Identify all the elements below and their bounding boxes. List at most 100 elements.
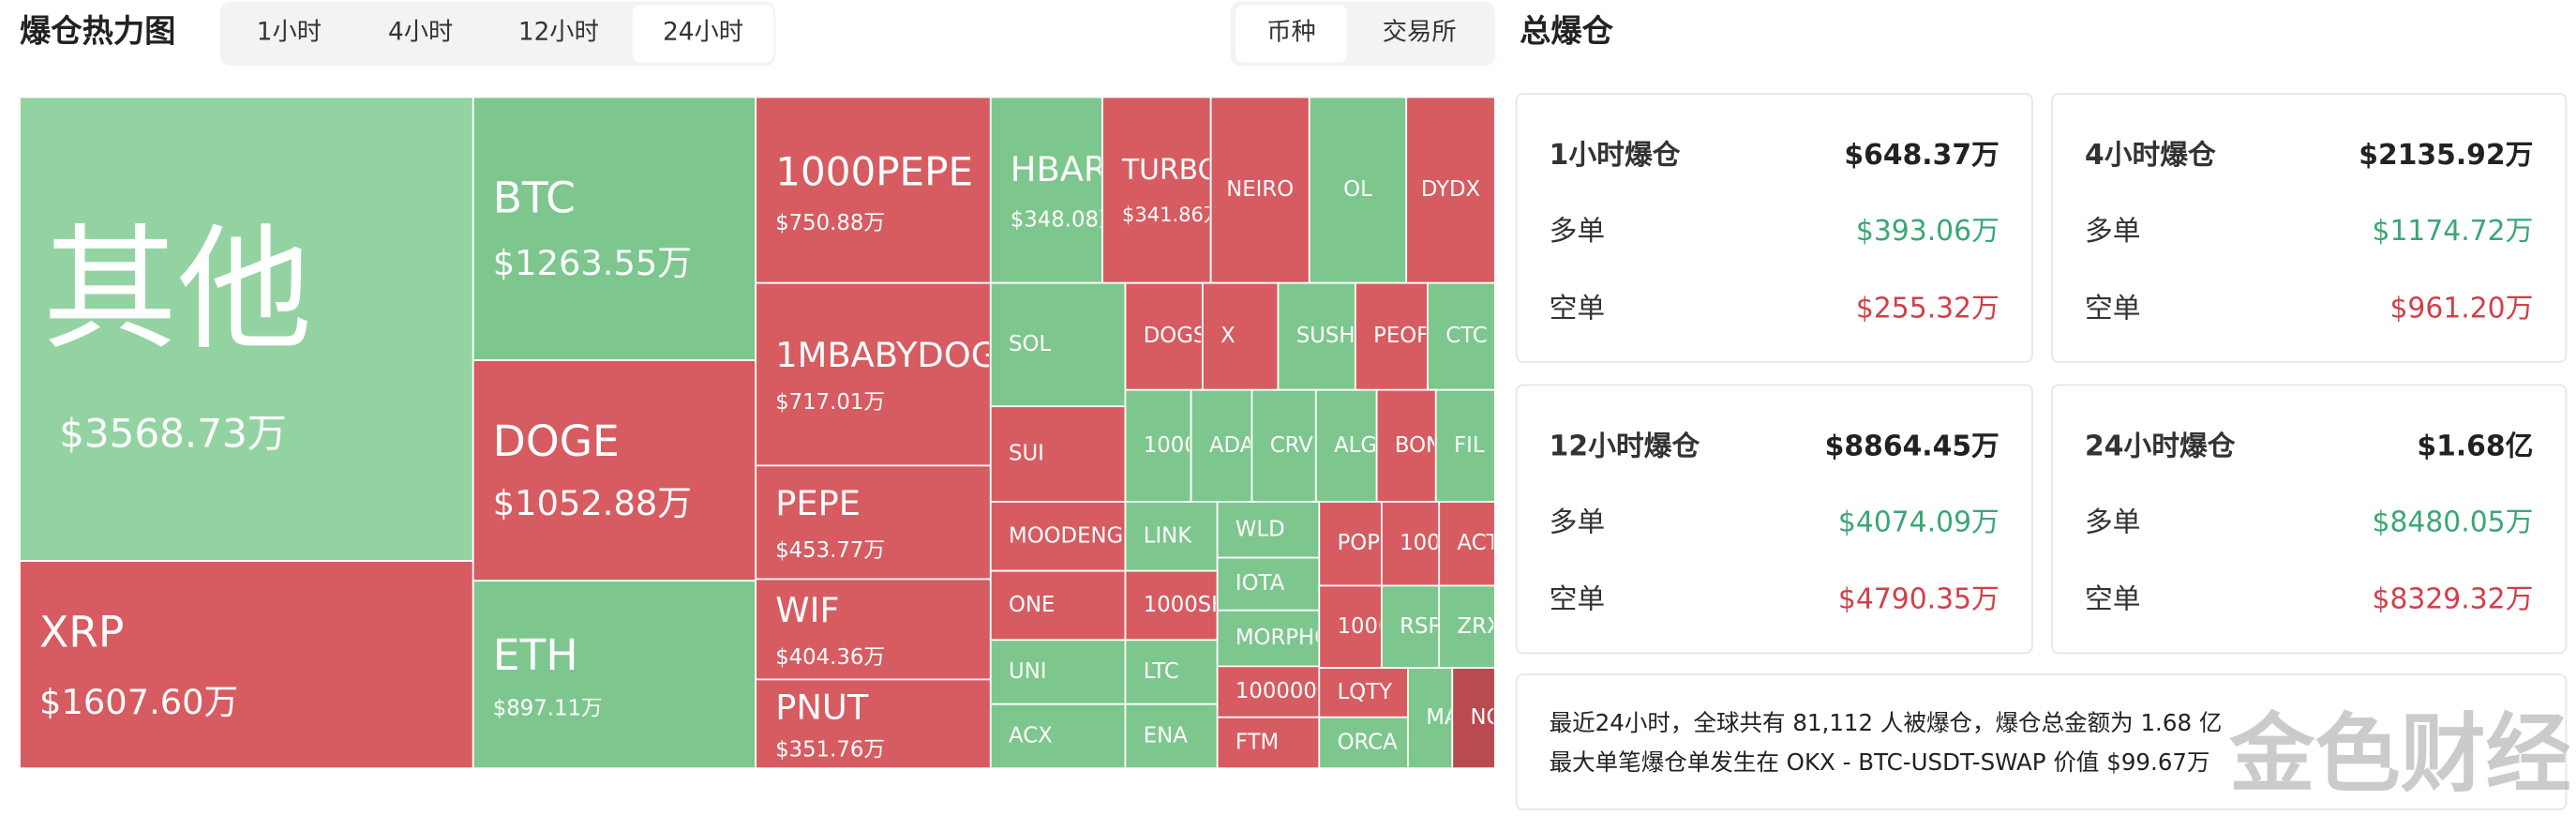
tile-label: ACX: [1009, 723, 1053, 748]
tile[interactable]: CTC: [1427, 281, 1496, 391]
watermark: 金色财经: [2228, 703, 2570, 804]
time-tab[interactable]: 1小时: [257, 19, 322, 47]
tile[interactable]: ZRX: [1438, 584, 1501, 670]
time-tab[interactable]: 12小时: [518, 19, 599, 47]
tile[interactable]: PNUT $351.76万: [755, 678, 992, 770]
short-label: 空单: [1550, 583, 1606, 616]
group-tab[interactable]: 交易所: [1383, 19, 1457, 47]
tile-bg: [472, 359, 757, 582]
tile[interactable]: 1MBABYDOGE $717.01万: [755, 281, 1019, 467]
tile-text: TURBO $341.86万: [1121, 154, 1209, 226]
tile-text: PEPE $453.77万: [775, 483, 885, 563]
tile-label: MOODENG: [1009, 523, 1123, 548]
time-tab[interactable]: 24小时: [663, 19, 743, 47]
tile[interactable]: DOGE $1052.88万: [472, 359, 757, 582]
tile[interactable]: NO: [1451, 667, 1503, 770]
tile-label: CRV: [1270, 433, 1313, 458]
tile[interactable]: SOL: [989, 281, 1127, 408]
tile-label: DYDX: [1421, 177, 1480, 202]
tile[interactable]: X: [1201, 281, 1280, 391]
tile[interactable]: PEPE $453.77万: [755, 464, 992, 581]
tile-label: IOTA: [1236, 571, 1285, 596]
tile[interactable]: 100: [1381, 501, 1441, 587]
tile-label: 1000: [1338, 614, 1392, 639]
tile[interactable]: NEIRO: [1209, 96, 1310, 284]
tile-text: POP: [1338, 531, 1380, 555]
tile[interactable]: PEOF: [1354, 281, 1429, 391]
tile[interactable]: ORCA: [1318, 716, 1409, 770]
tile[interactable]: XRP $1607.60万: [19, 560, 474, 770]
tile[interactable]: WLD: [1216, 501, 1321, 559]
tile-text: WLD: [1236, 517, 1285, 541]
tile[interactable]: POP: [1318, 501, 1383, 587]
tile-text: SOL: [1009, 332, 1051, 356]
tile-text: 1000: [1144, 433, 1190, 458]
tile[interactable]: HBAR $348.08万: [989, 96, 1120, 284]
short-label: 空单: [2085, 292, 2141, 325]
tile-text: 1000: [1338, 614, 1392, 639]
group-tab[interactable]: 币种: [1266, 19, 1316, 47]
tile-text: BTC $1263.55万: [493, 173, 692, 282]
tile[interactable]: WIF $404.36万: [755, 578, 992, 681]
tile[interactable]: ACT: [1438, 501, 1499, 587]
tile[interactable]: MOODENG: [989, 501, 1127, 572]
tile[interactable]: ONE: [989, 569, 1127, 642]
tile[interactable]: 其他 $3568.73万: [19, 96, 474, 563]
card-title: 4小时爆仓: [2085, 139, 2216, 172]
tile[interactable]: UNI: [989, 639, 1127, 705]
tile[interactable]: LINK: [1124, 501, 1219, 572]
tile[interactable]: 1000PEPE $750.88万: [755, 96, 992, 284]
tile[interactable]: DOGS: [1124, 281, 1206, 391]
tile-text: ONE: [1009, 593, 1055, 617]
tile[interactable]: FTM: [1216, 716, 1321, 770]
summary-title: 总爆仓: [1520, 13, 1614, 50]
tile-text: WIF $404.36万: [775, 590, 885, 670]
tile[interactable]: SUI: [989, 405, 1127, 503]
tile[interactable]: SUSH: [1277, 281, 1356, 391]
tile-bg: [1124, 388, 1192, 503]
tile-text: 1000SH: [1144, 593, 1216, 617]
tile-bg: [1318, 584, 1383, 670]
tile[interactable]: FIL: [1434, 388, 1496, 503]
tile[interactable]: RSR: [1381, 584, 1444, 670]
tile-label: CTC: [1445, 324, 1487, 348]
tile[interactable]: OL: [1308, 96, 1408, 284]
time-tab[interactable]: 4小时: [388, 19, 453, 47]
tile-bg: [1405, 96, 1496, 284]
tile-text: MA: [1426, 705, 1450, 730]
tile[interactable]: ETH $897.11万: [472, 580, 757, 770]
tile[interactable]: 1000: [1318, 584, 1392, 670]
tile[interactable]: DYDX: [1405, 96, 1496, 284]
tile[interactable]: BTC $1263.55万: [472, 96, 757, 362]
tile-text: SUSH: [1296, 324, 1354, 348]
tile[interactable]: ENA: [1124, 703, 1219, 770]
tile[interactable]: ACX: [989, 703, 1127, 770]
card-total: $648.37万: [1844, 139, 1999, 172]
tile[interactable]: LQTY: [1318, 667, 1409, 718]
tile[interactable]: LTC: [1124, 639, 1219, 705]
tile[interactable]: 1000000: [1216, 665, 1331, 718]
tile[interactable]: IOTA: [1216, 556, 1321, 612]
tile-bg: [1216, 609, 1321, 668]
tile-value: $404.36万: [775, 645, 885, 670]
tile-label: LINK: [1144, 523, 1192, 548]
tile-text: LQTY: [1338, 680, 1393, 704]
tile[interactable]: ALG: [1314, 388, 1378, 503]
tile-label: ENA: [1144, 723, 1188, 748]
tile-text: IOTA: [1236, 571, 1285, 596]
tile-value: $717.01万: [775, 390, 885, 415]
tile[interactable]: MORPHO: [1216, 609, 1331, 668]
tile-bg: [1381, 501, 1441, 587]
tile[interactable]: 1000SH: [1124, 569, 1227, 642]
tile-value: $3568.73万: [59, 410, 287, 456]
tile-label: PNUT: [775, 687, 869, 727]
tile[interactable]: ADA: [1190, 388, 1255, 503]
tile[interactable]: TURBO $341.86万: [1101, 96, 1223, 284]
tile-label: 1000000: [1236, 679, 1330, 703]
tile[interactable]: CRV: [1251, 388, 1317, 503]
tile-bg: [472, 96, 757, 362]
tile-label: FIL: [1454, 433, 1485, 458]
tile[interactable]: BON: [1375, 388, 1442, 503]
tile-label: ETH: [493, 630, 578, 680]
tile[interactable]: 1000: [1124, 388, 1197, 503]
